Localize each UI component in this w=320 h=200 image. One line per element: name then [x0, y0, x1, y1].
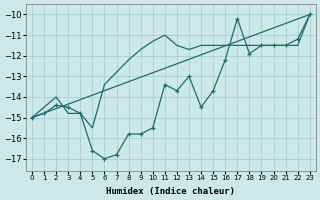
- X-axis label: Humidex (Indice chaleur): Humidex (Indice chaleur): [106, 187, 236, 196]
